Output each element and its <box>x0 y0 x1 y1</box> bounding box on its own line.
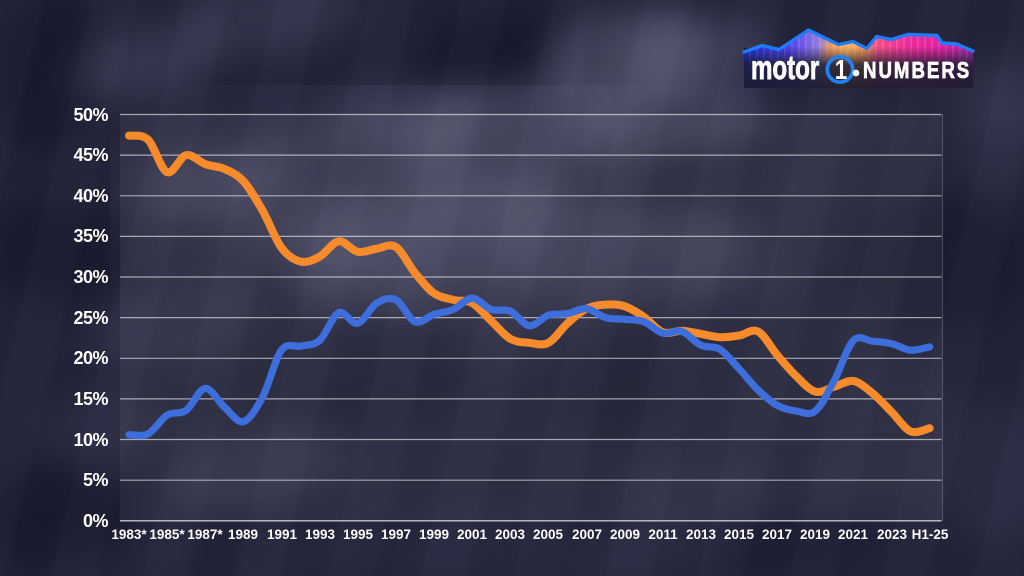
svg-text:NUMBERS: NUMBERS <box>863 58 971 83</box>
svg-text:1: 1 <box>835 55 847 86</box>
svg-text:motor: motor <box>751 50 819 87</box>
